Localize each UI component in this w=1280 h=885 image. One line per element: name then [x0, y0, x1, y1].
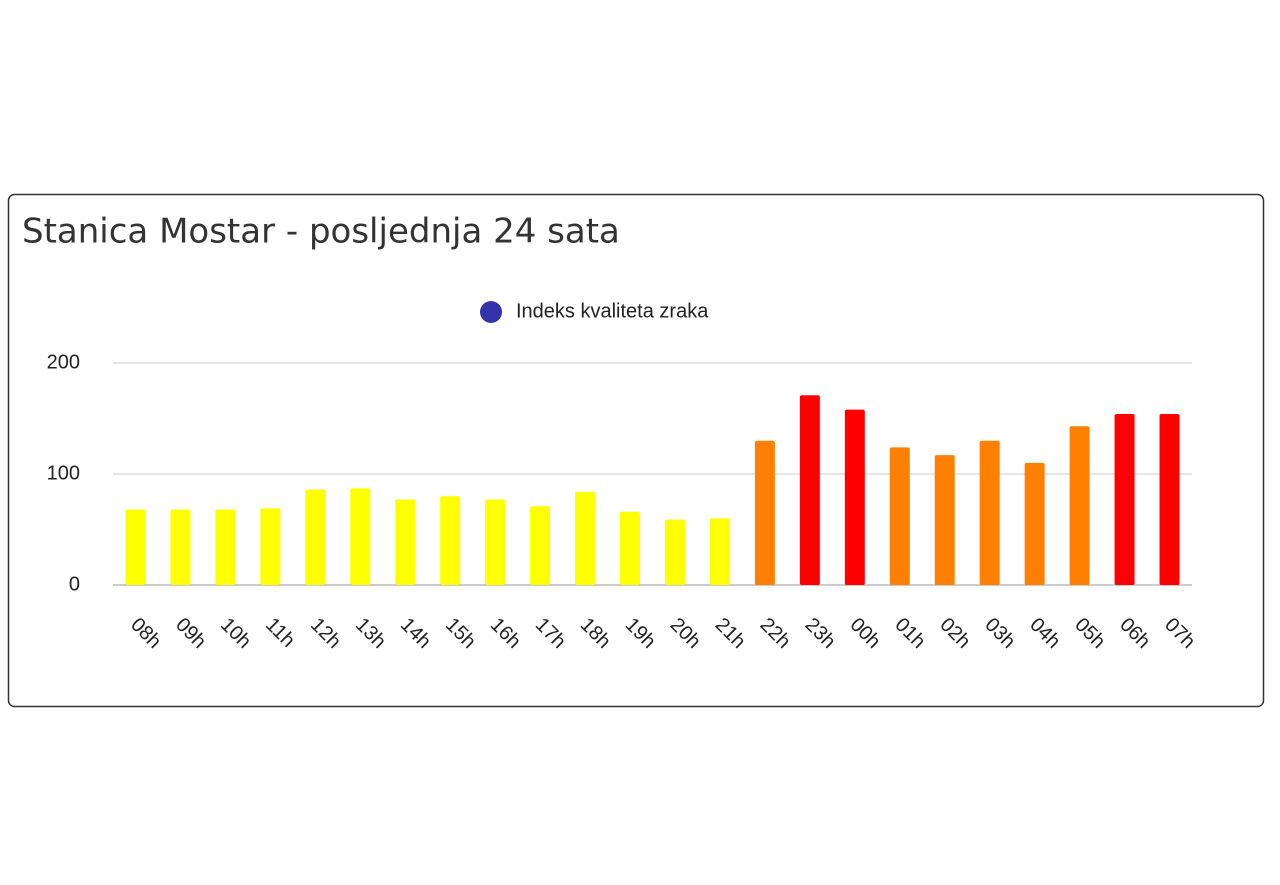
bar [170, 509, 191, 585]
bar [709, 518, 730, 585]
bar [395, 499, 416, 585]
bar [125, 509, 146, 585]
bar [350, 488, 371, 585]
bar [1069, 426, 1090, 585]
bar [530, 506, 551, 585]
bar [934, 455, 955, 585]
bar [1114, 414, 1135, 585]
bar [844, 409, 865, 585]
bar [799, 395, 820, 585]
y-tick-label: 0 [69, 573, 80, 595]
bar [754, 440, 775, 585]
chart-title: Stanica Mostar - posljednja 24 sata [22, 212, 620, 252]
bar [485, 499, 506, 585]
bar [305, 489, 326, 585]
bar [1024, 462, 1045, 585]
bar [440, 496, 461, 585]
y-tick-label: 100 [47, 462, 80, 484]
bar [1159, 414, 1180, 585]
bar [664, 519, 685, 585]
bar [620, 511, 641, 585]
bar [889, 447, 910, 585]
bar [215, 509, 236, 585]
legend-marker [480, 301, 502, 323]
legend-label: Indeks kvaliteta zraka [516, 300, 709, 322]
y-tick-label: 200 [47, 351, 80, 373]
bar [979, 440, 1000, 585]
bar [575, 491, 596, 585]
bar [260, 508, 281, 585]
